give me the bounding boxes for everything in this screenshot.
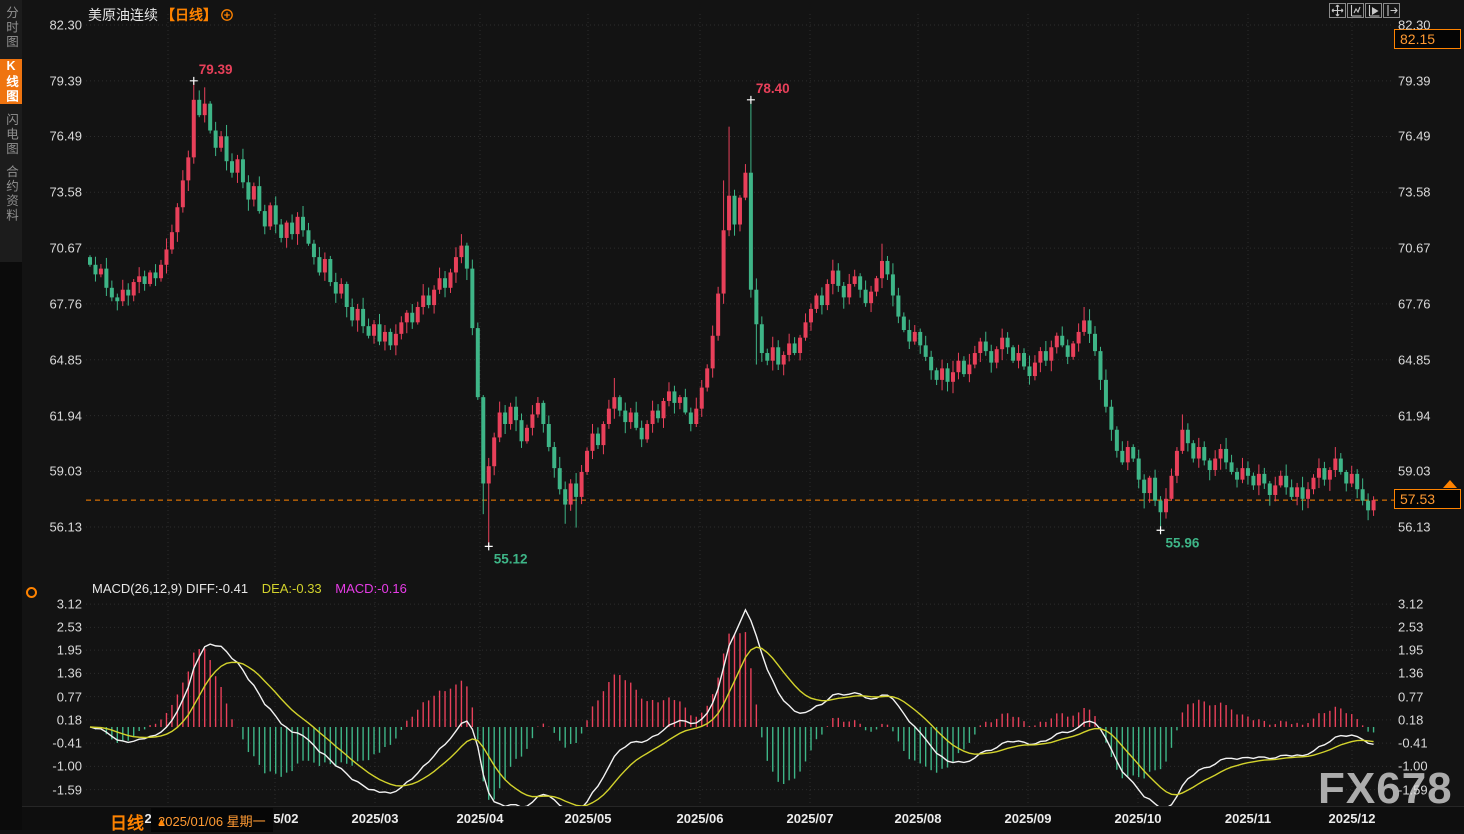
macd-axis-tick-left: -0.41 xyxy=(52,735,82,751)
x-axis-month-label: 2025/12 xyxy=(1328,811,1376,826)
sidebar-item-kline-chart[interactable]: K线图 xyxy=(0,58,22,104)
macd-axis-tick-left: 0.77 xyxy=(56,689,82,705)
macd-axis-tick-right: 1.95 xyxy=(1398,642,1424,658)
x-axis-month-label: 2025/03 xyxy=(351,811,399,826)
macd-dea-value: DEA:-0.33 xyxy=(261,581,322,596)
macd-bar-value: MACD:-0.16 xyxy=(335,581,407,596)
macd-axis-tick-right: 0.18 xyxy=(1398,712,1424,728)
macd-axis-tick-left: -1.59 xyxy=(52,782,82,798)
macd-axis-tick-right: 1.36 xyxy=(1398,665,1424,681)
macd-axis-tick-right: 3.12 xyxy=(1398,596,1424,612)
add-indicator-icon[interactable] xyxy=(220,8,234,22)
extreme-price-annotation: 79.39 xyxy=(199,62,233,77)
period-status-label: 日线 xyxy=(110,814,144,833)
price-axis-tick-right: 59.03 xyxy=(1398,463,1431,479)
price-axis-tick-right: 70.67 xyxy=(1398,240,1431,256)
macd-axis-tick-right: -1.59 xyxy=(1398,782,1428,798)
macd-axis-tick-left: 1.36 xyxy=(56,665,82,681)
price-axis-tick-left: 67.76 xyxy=(49,296,82,312)
x-axis-month-label: 2025/11 xyxy=(1224,811,1272,826)
price-axis-tick-left: 59.03 xyxy=(49,463,82,479)
price-axis-tick-right: 56.13 xyxy=(1398,519,1431,535)
x-axis-month-label: 2025/09 xyxy=(1004,811,1052,826)
x-axis-month-label: 2025/10 xyxy=(1114,811,1162,826)
fit-x-axis-icon[interactable] xyxy=(1365,3,1382,18)
macd-axis-tick-left: -1.00 xyxy=(52,758,82,774)
price-axis-tick-right: 61.94 xyxy=(1398,408,1431,424)
x-axis-month-label: 2025/04 xyxy=(456,811,504,826)
macd-axis-tick-right: -1.00 xyxy=(1398,758,1428,774)
symbol-title: 美原油连续 xyxy=(88,7,158,23)
chart-header: 美原油连续 【日线】 xyxy=(88,5,234,25)
sidebar-item-time-chart[interactable]: 分时图 xyxy=(4,6,18,50)
scroll-to-latest-icon[interactable] xyxy=(1383,3,1400,18)
price-axis-tick-left: 76.49 xyxy=(49,128,82,144)
x-axis-month-label: 2025/07 xyxy=(786,811,834,826)
extreme-price-annotation: 55.12 xyxy=(494,551,528,566)
session-high-badge: 82.15 xyxy=(1394,29,1461,49)
price-axis-tick-right: 67.76 xyxy=(1398,296,1431,312)
price-axis-tick-left: 70.67 xyxy=(49,240,82,256)
macd-legend: MACD(26,12,9) DIFF:-0.41 DEA:-0.33 MACD:… xyxy=(92,581,407,596)
x-axis-month-label: 2025/08 xyxy=(894,811,942,826)
price-up-arrow-icon xyxy=(1443,480,1457,488)
price-axis-tick-right: 76.49 xyxy=(1398,128,1431,144)
watermark: FX678 xyxy=(1318,764,1453,813)
macd-axis-tick-left: 2.53 xyxy=(56,619,82,635)
x-axis-month-label: 2025/06 xyxy=(676,811,724,826)
sidebar-item-lightning-chart[interactable]: 闪电图 xyxy=(4,112,18,157)
price-axis-tick-right: 82.30 xyxy=(1398,17,1431,33)
price-axis-tick-left: 73.58 xyxy=(49,184,82,200)
price-axis-tick-right: 64.85 xyxy=(1398,352,1431,368)
period-tag: 【日线】 xyxy=(161,7,217,23)
period-up-arrow-icon: ▲ xyxy=(156,815,167,828)
panel-separator xyxy=(0,806,1464,807)
indicator-settings-icon[interactable] xyxy=(26,587,37,598)
period-status[interactable]: 日线 ▲ xyxy=(110,809,167,834)
macd-axis-tick-right: -0.41 xyxy=(1398,735,1428,751)
date-crosshair-tooltip: 2025/01/06 星期一 xyxy=(151,808,273,832)
macd-name-diff-value: MACD(26,12,9) DIFF:-0.41 xyxy=(92,581,249,596)
left-sidebar: 分时图 K线图 闪电图 合约资料 xyxy=(0,0,22,830)
last-price-badge: 57.53 xyxy=(1394,489,1461,509)
price-axis-tick-left: 61.94 xyxy=(49,408,82,424)
macd-axis-tick-right: 2.53 xyxy=(1398,619,1424,635)
price-axis-tick-left: 64.85 xyxy=(49,352,82,368)
price-axis-tick-right: 79.39 xyxy=(1398,73,1431,89)
price-axis-tick-right: 73.58 xyxy=(1398,184,1431,200)
chart-toolbar xyxy=(1329,3,1400,18)
extreme-price-annotation: 55.96 xyxy=(1166,535,1200,550)
pan-crosshair-icon[interactable] xyxy=(1329,3,1346,18)
extreme-price-annotation: 78.40 xyxy=(756,81,790,96)
macd-axis-tick-left: 1.95 xyxy=(56,642,82,658)
macd-axis-tick-right: 0.77 xyxy=(1398,689,1424,705)
price-axis-tick-left: 56.13 xyxy=(49,519,82,535)
price-axis-tick-left: 82.30 xyxy=(49,17,82,33)
x-axis-month-label: 2025/05 xyxy=(564,811,612,826)
fit-y-axis-icon[interactable] xyxy=(1347,3,1364,18)
macd-axis-tick-left: 0.18 xyxy=(56,712,82,728)
x-axis-bar xyxy=(0,807,1464,830)
sidebar-rail: 分时图 K线图 闪电图 合约资料 xyxy=(0,0,22,262)
sidebar-item-contract-info[interactable]: 合约资料 xyxy=(4,165,18,223)
macd-axis-tick-left: 3.12 xyxy=(56,596,82,612)
price-axis-tick-left: 79.39 xyxy=(49,73,82,89)
